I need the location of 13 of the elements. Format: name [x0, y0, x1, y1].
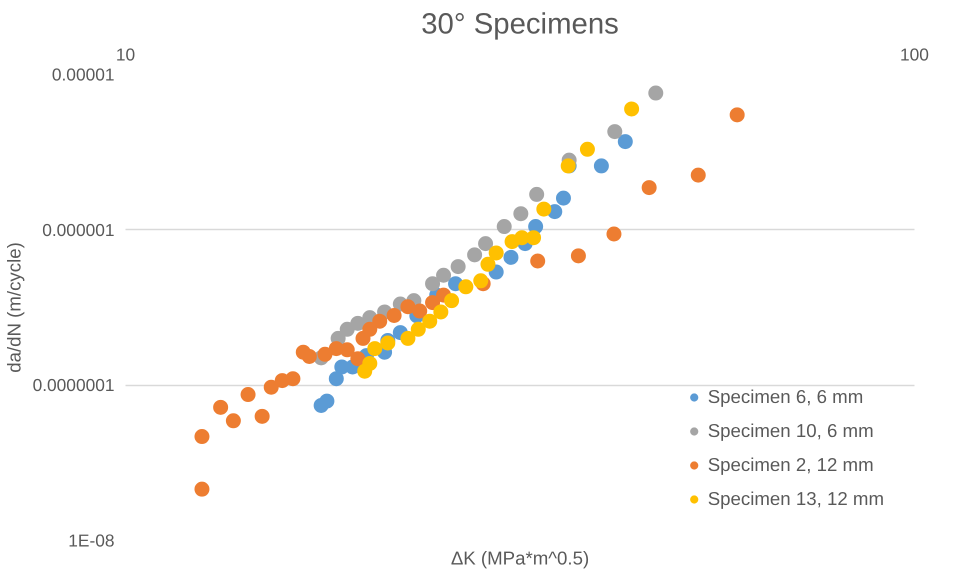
y-tick-label: 0.00001 — [52, 64, 115, 84]
y-axis-title: da/dN (m/cycle) — [4, 242, 25, 373]
x-tick-label: 100 — [900, 44, 929, 64]
legend-label: Specimen 10, 6 mm — [708, 420, 874, 442]
x-tick-label: 10 — [116, 44, 136, 64]
y-tick-label: 1E-08 — [68, 530, 115, 550]
legend-label: Specimen 6, 6 mm — [708, 386, 864, 408]
y-tick-label: 0.000001 — [42, 220, 115, 240]
y-tick-label: 0.0000001 — [32, 375, 115, 396]
chart-title: 30° Specimens — [421, 8, 619, 40]
legend-label: Specimen 13, 12 mm — [708, 488, 884, 510]
x-axis-title: ΔK (MPa*m^0.5) — [450, 548, 590, 568]
legend-label: Specimen 2, 12 mm — [708, 454, 874, 476]
